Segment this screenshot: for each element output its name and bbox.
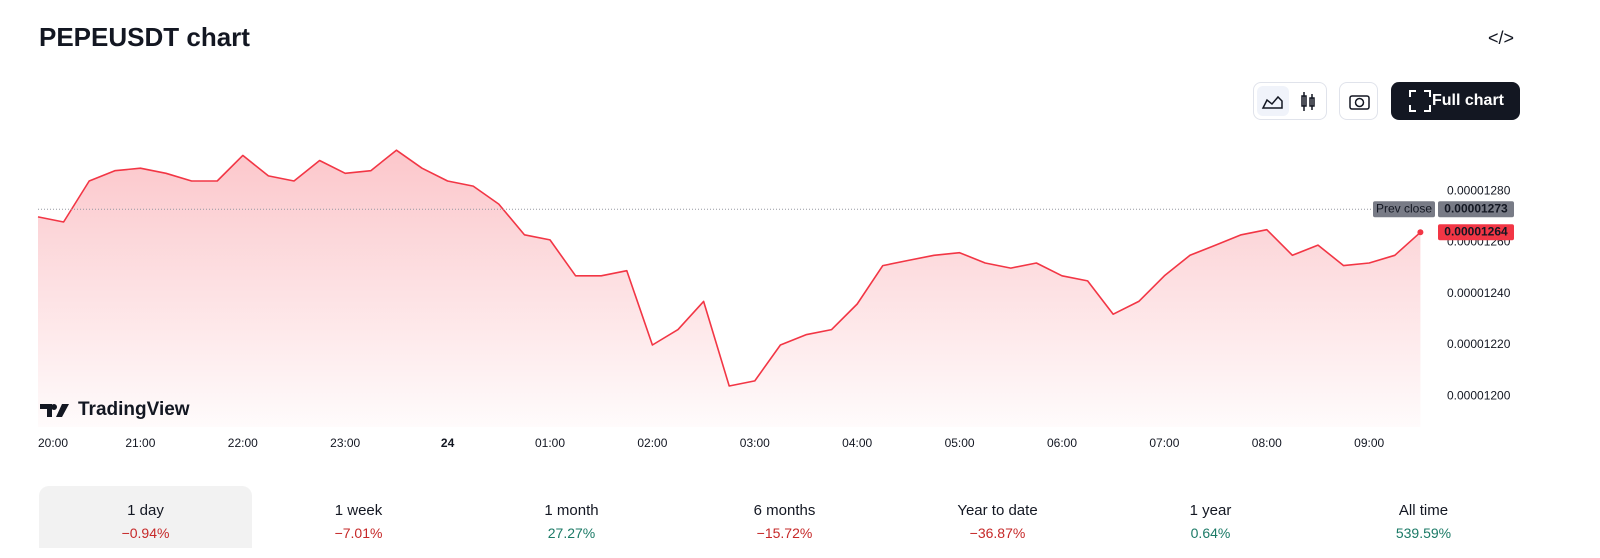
x-tick-label: 08:00 — [1252, 436, 1282, 450]
period-change: −7.01% — [334, 525, 383, 541]
y-tick-label: 0.00001200 — [1447, 388, 1511, 402]
x-tick-label: 22:00 — [228, 436, 258, 450]
y-tick-label: 0.00001280 — [1447, 183, 1511, 197]
prev-close-name: Prev close — [1376, 201, 1432, 215]
x-tick-label: 04:00 — [842, 436, 872, 450]
fullscreen-corners — [1409, 90, 1431, 112]
last-price-box — [1438, 224, 1514, 241]
period-tab[interactable]: Year to date −36.87% — [891, 486, 1104, 548]
period-change: −0.94% — [121, 525, 170, 541]
x-tick-label: 24 — [441, 436, 455, 450]
x-tick-label: 21:00 — [125, 436, 155, 450]
last-point — [1417, 229, 1424, 236]
period-tab[interactable]: 6 months −15.72% — [678, 486, 891, 548]
y-tick-label: 0.00001240 — [1447, 286, 1511, 300]
period-change: −15.72% — [756, 525, 813, 541]
snapshot-button[interactable] — [1339, 82, 1378, 120]
fullscreen-icon — [1409, 90, 1431, 112]
full-chart-label: Full chart — [1431, 92, 1504, 109]
period-change: 539.59% — [1395, 525, 1452, 541]
prev-close-value-box — [1438, 201, 1514, 218]
period-tabs: 1 day −0.94% 1 week −7.01% 1 month 27.27% 6 mo… — [39, 486, 1530, 548]
page-title[interactable]: PEPEUSDT chart — [39, 22, 250, 52]
y-tick-label: 0.00001220 — [1447, 337, 1511, 351]
period-change: 27.27% — [547, 525, 596, 541]
x-tick-label: 20:00 — [38, 436, 68, 450]
prev-close-value: 0.00001273 — [1444, 201, 1508, 215]
camera-body — [1349, 95, 1370, 110]
watermark: TradingView — [40, 399, 190, 421]
embed-button[interactable]: </> — [1488, 28, 1515, 48]
period-change: −36.87% — [969, 525, 1026, 541]
period-name: All time — [1398, 502, 1449, 519]
period-change: 0.64% — [1190, 525, 1231, 541]
x-tick-label: 09:00 — [1354, 436, 1384, 450]
x-tick-label: 07:00 — [1149, 436, 1179, 450]
period-name: 1 day — [127, 502, 164, 519]
x-tick-label: 02:00 — [637, 436, 667, 450]
period-tab[interactable]: 1 month 27.27% — [465, 486, 678, 548]
period-name: 1 year — [1189, 502, 1232, 519]
x-tick-label: 01:00 — [535, 436, 565, 450]
camera-lens — [1354, 97, 1365, 108]
period-tab[interactable]: 1 week −7.01% — [252, 486, 465, 548]
camera-icon — [1349, 95, 1370, 110]
prev-close-name-box — [1373, 201, 1435, 218]
chart: 0.000012000.000012200.000012400.00001260… — [37, 149, 1514, 450]
x-tick-label: 06:00 — [1047, 436, 1077, 450]
style-icons — [1261, 92, 1315, 111]
price-line — [37, 149, 1421, 387]
period-tab[interactable]: All time 539.59% — [1317, 486, 1530, 548]
period-name: 1 week — [334, 502, 383, 519]
watermark-text: TradingView — [78, 399, 190, 420]
period-tab[interactable]: 1 year 0.64% — [1104, 486, 1317, 548]
watermark-logo — [40, 404, 69, 417]
logo-shape — [40, 404, 69, 417]
period-name: 6 months — [753, 502, 816, 519]
x-tick-label: 23:00 — [330, 436, 360, 450]
period-name: Year to date — [957, 502, 1038, 519]
selected-style[interactable] — [1257, 86, 1289, 116]
full-chart-button[interactable]: Full chart — [1391, 82, 1520, 120]
x-tick-label: 03:00 — [740, 436, 770, 450]
last-price-label: 0.00001264 — [1444, 224, 1508, 238]
area-icon[interactable] — [1261, 95, 1283, 109]
chart-style-toggle — [1253, 82, 1327, 120]
period-name: 1 month — [544, 502, 599, 519]
period-tab[interactable]: 1 day −0.94% — [39, 486, 252, 548]
area — [38, 150, 1421, 427]
x-tick-label: 05:00 — [945, 436, 975, 450]
